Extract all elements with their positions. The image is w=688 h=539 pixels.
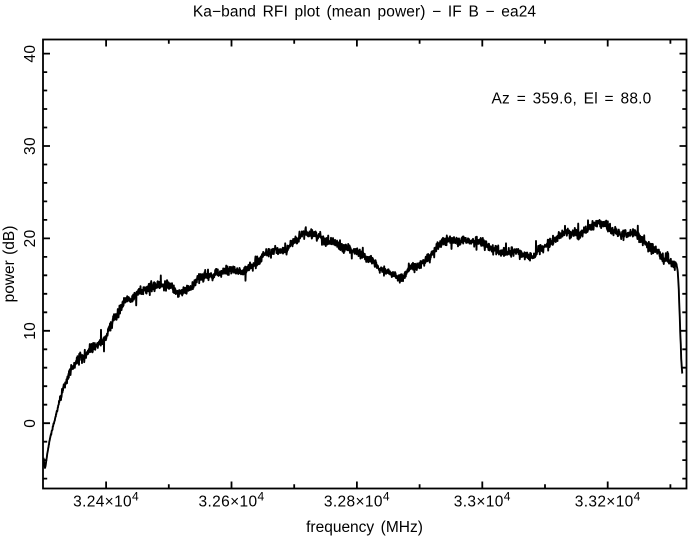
- svg-text:40: 40: [22, 45, 39, 63]
- svg-text:30: 30: [22, 137, 39, 155]
- svg-text:Ka−band RFI plot (mean power): Ka−band RFI plot (mean power) − IF B − e…: [193, 3, 537, 20]
- svg-text:20: 20: [22, 229, 39, 247]
- svg-text:3.24×104: 3.24×104: [73, 489, 139, 510]
- svg-text:3.26×104: 3.26×104: [199, 489, 265, 510]
- svg-text:3.32×104: 3.32×104: [575, 489, 641, 510]
- svg-text:power (dB): power (dB): [1, 226, 18, 303]
- svg-text:frequency (MHz): frequency (MHz): [306, 519, 423, 536]
- svg-text:3.28×104: 3.28×104: [324, 489, 390, 510]
- svg-text:Az = 359.6, El = 88.0: Az = 359.6, El = 88.0: [492, 90, 652, 107]
- svg-text:3.3×104: 3.3×104: [454, 489, 511, 510]
- svg-text:0: 0: [22, 419, 39, 428]
- svg-text:10: 10: [22, 322, 39, 340]
